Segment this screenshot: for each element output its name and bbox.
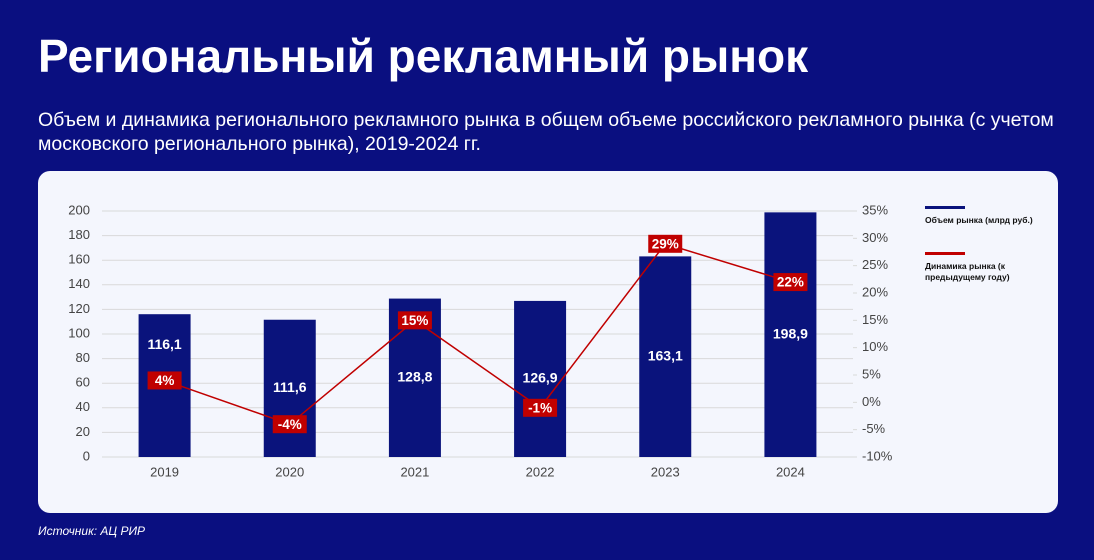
y-tick-label: 20 bbox=[76, 424, 90, 439]
legend-swatch bbox=[925, 252, 965, 255]
line-value-label: 4% bbox=[155, 373, 175, 388]
subtitle-box: Объем и динамика регионального рекламног… bbox=[38, 109, 1054, 155]
line-value-label: 29% bbox=[652, 236, 679, 251]
y-tick-label: 100 bbox=[68, 325, 90, 340]
source: Источник: АЦ РИР bbox=[38, 524, 145, 538]
legend: Объем рынка (млрд руб.) Динамика рынка (к… bbox=[925, 206, 1050, 309]
y2-tick-label: 0% bbox=[862, 394, 881, 409]
y-tick-label: 80 bbox=[76, 350, 90, 365]
y2-tick-label: 15% bbox=[862, 312, 888, 327]
line-label-box bbox=[397, 311, 432, 330]
line-label-box bbox=[773, 273, 808, 292]
y2-tick-label: 30% bbox=[862, 230, 888, 245]
legend-item: Динамика рынка (к предыдущему году) bbox=[925, 252, 1050, 283]
bar-value-label: 126,9 bbox=[523, 370, 558, 386]
y-tick-label: 60 bbox=[76, 375, 90, 390]
x-tick-label: 2022 bbox=[526, 464, 555, 479]
bar-value-label: 111,6 bbox=[273, 379, 307, 395]
x-tick-label: 2021 bbox=[400, 464, 429, 479]
x-tick-label: 2023 bbox=[651, 464, 680, 479]
y2-tick-label: -5% bbox=[862, 421, 886, 436]
legend-label: Динамика рынка (к предыдущему году) bbox=[925, 261, 1010, 282]
legend-label: Объем рынка (млрд руб.) bbox=[925, 215, 1033, 225]
y2-tick-label: 25% bbox=[862, 257, 888, 272]
bar bbox=[764, 212, 817, 457]
y2-tick-label: 20% bbox=[862, 284, 888, 299]
bar-value-label: 198,9 bbox=[773, 325, 808, 341]
bar-value-label: 116,1 bbox=[147, 336, 181, 352]
y-tick-label: 140 bbox=[68, 276, 90, 291]
line-label-box bbox=[523, 398, 558, 417]
line-label-box bbox=[272, 415, 307, 434]
legend-item: Объем рынка (млрд руб.) bbox=[925, 206, 1050, 226]
y2-tick-label: -10% bbox=[862, 448, 893, 463]
line-label-box bbox=[648, 234, 683, 253]
y2-tick-label: 5% bbox=[862, 366, 881, 381]
y-tick-label: 0 bbox=[83, 448, 90, 463]
y-tick-label: 160 bbox=[68, 252, 90, 267]
bar bbox=[263, 319, 316, 457]
y2-tick-label: 35% bbox=[862, 202, 888, 217]
x-tick-label: 2019 bbox=[150, 464, 179, 479]
line-value-label: -1% bbox=[528, 400, 552, 415]
y-tick-label: 40 bbox=[76, 399, 90, 414]
line-label-box bbox=[147, 371, 182, 390]
bar bbox=[514, 300, 567, 457]
bar-value-label: 128,8 bbox=[397, 368, 432, 384]
line bbox=[164, 242, 791, 426]
x-tick-label: 2024 bbox=[776, 464, 805, 479]
line-value-label: 15% bbox=[401, 313, 428, 328]
y-tick-label: 200 bbox=[68, 202, 90, 217]
x-tick-label: 2020 bbox=[275, 464, 304, 479]
line-value-label: 22% bbox=[777, 275, 804, 290]
legend-swatch bbox=[925, 206, 965, 209]
bar-value-label: 163,1 bbox=[648, 347, 683, 363]
y-tick-label: 120 bbox=[68, 301, 90, 316]
bar bbox=[639, 256, 692, 457]
y2-tick-label: 10% bbox=[862, 339, 888, 354]
y-tick-label: 180 bbox=[68, 227, 90, 242]
subtitle: Объем и динамика регионального рекламног… bbox=[38, 109, 1054, 155]
line-value-label: -4% bbox=[278, 417, 302, 432]
title: Региональный рекламный рынок bbox=[38, 30, 809, 82]
